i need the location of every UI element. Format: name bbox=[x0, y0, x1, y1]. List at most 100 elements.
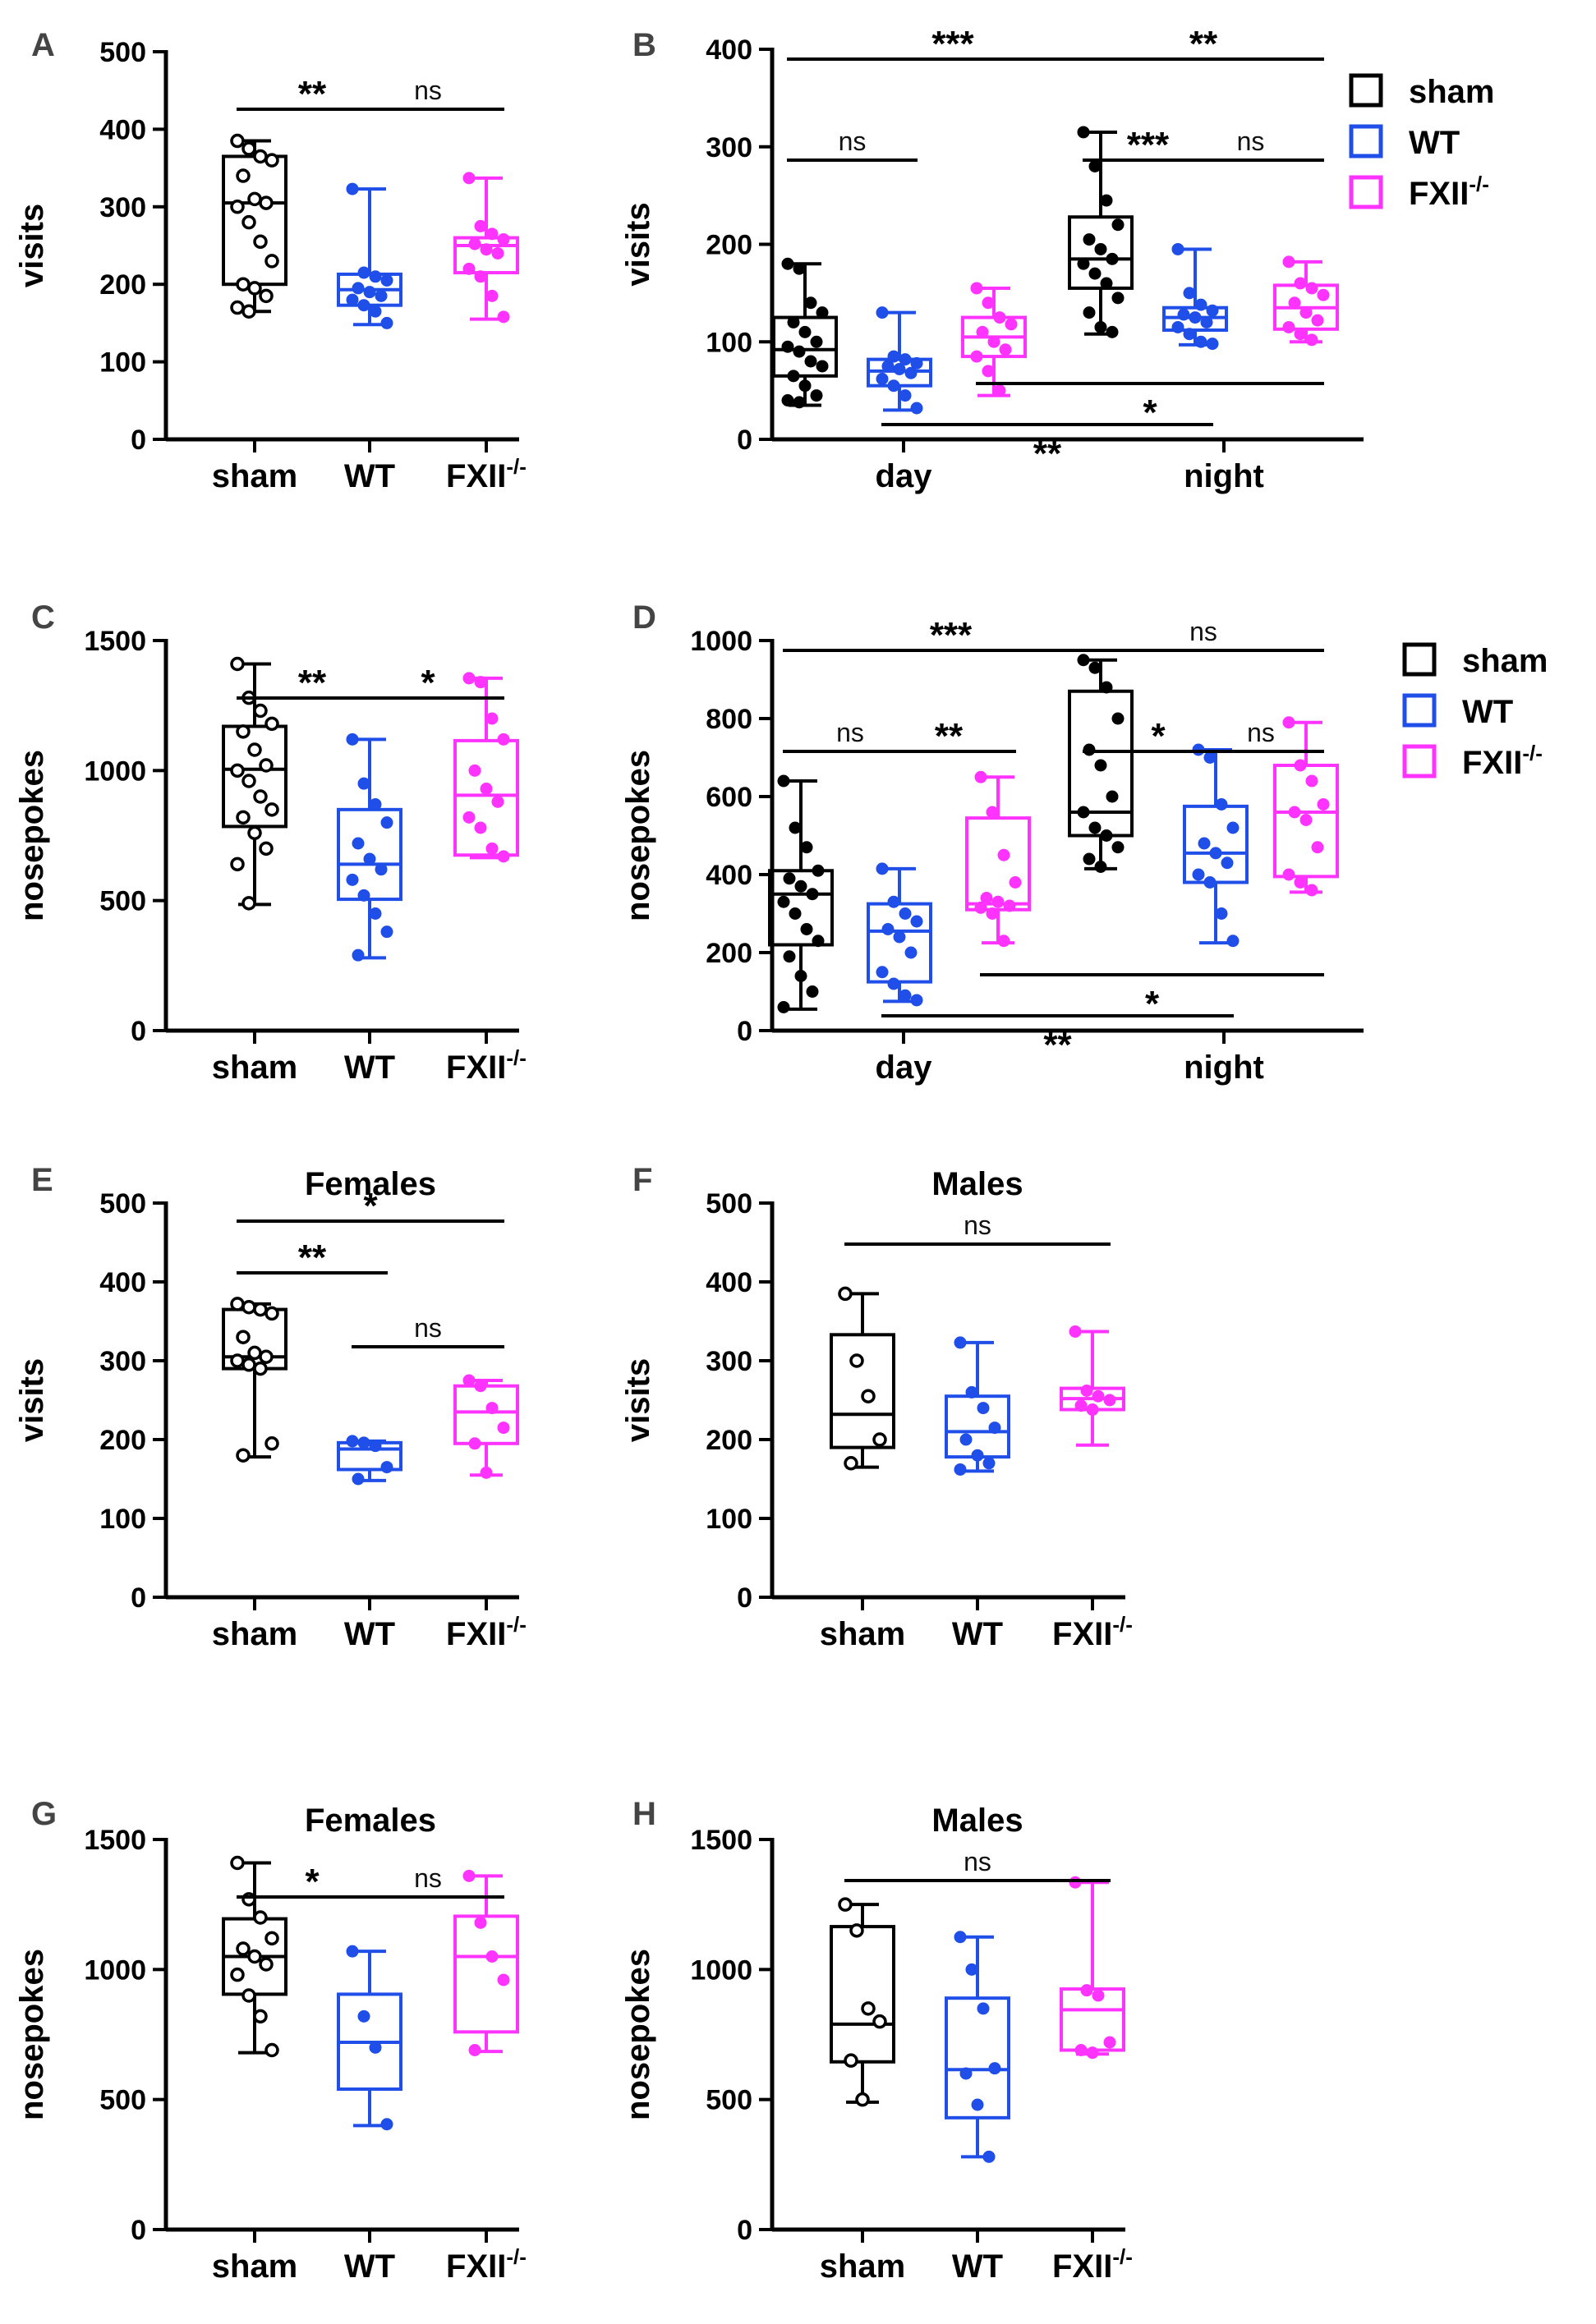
data-point bbox=[849, 1353, 864, 1368]
data-point bbox=[1282, 868, 1295, 881]
x-tick-label: night bbox=[1184, 458, 1264, 494]
y-axis-label: visits bbox=[14, 204, 50, 287]
data-point bbox=[497, 733, 510, 746]
significance-label: *** bbox=[930, 615, 973, 655]
data-point bbox=[910, 402, 923, 415]
x-tick-label: sham bbox=[212, 1049, 298, 1086]
legend-swatch bbox=[1402, 744, 1437, 778]
panel-letter: D bbox=[632, 599, 656, 636]
box-wt-day bbox=[867, 306, 932, 415]
data-point bbox=[346, 1945, 359, 1958]
data-point bbox=[259, 288, 274, 304]
data-point bbox=[1215, 907, 1228, 920]
data-point bbox=[1009, 876, 1022, 889]
data-point bbox=[904, 946, 918, 959]
data-point bbox=[954, 1336, 967, 1349]
data-point bbox=[352, 948, 365, 962]
data-point bbox=[1077, 126, 1090, 139]
data-point bbox=[462, 1869, 476, 1882]
x-tick-label: day bbox=[876, 1049, 933, 1086]
y-tick-label: 500 bbox=[706, 1188, 752, 1219]
data-point bbox=[1111, 218, 1125, 232]
x-tick-label: sham bbox=[820, 1616, 906, 1652]
data-point bbox=[1203, 751, 1217, 764]
legend-label: sham bbox=[1409, 74, 1495, 110]
data-point bbox=[462, 172, 476, 185]
data-point bbox=[491, 246, 504, 259]
box-iqr bbox=[453, 1384, 519, 1445]
data-point bbox=[462, 1374, 476, 1387]
y-tick-label: 200 bbox=[706, 230, 752, 261]
data-point bbox=[462, 811, 476, 824]
data-point bbox=[230, 857, 245, 872]
data-point bbox=[357, 266, 370, 279]
data-point bbox=[485, 842, 499, 855]
data-point bbox=[497, 1973, 510, 1986]
data-point bbox=[844, 1456, 858, 1471]
data-point bbox=[793, 262, 806, 275]
data-point bbox=[236, 277, 251, 292]
x-tick-label: WT bbox=[344, 2248, 395, 2285]
y-tick-label: 1500 bbox=[84, 1825, 146, 1856]
panel-letter: F bbox=[632, 1162, 652, 1198]
y-tick-label: 300 bbox=[99, 1346, 146, 1377]
y-tick-label: 1500 bbox=[84, 626, 146, 657]
data-point bbox=[838, 1897, 853, 1912]
data-point bbox=[887, 977, 900, 990]
y-tick-label: 500 bbox=[99, 886, 146, 917]
data-point bbox=[1305, 333, 1318, 347]
y-tick-label: 400 bbox=[99, 114, 146, 145]
y-axis-label: visits bbox=[620, 1358, 656, 1442]
data-point bbox=[259, 841, 274, 857]
data-point bbox=[781, 394, 794, 406]
significance-label: ns bbox=[964, 1847, 991, 1876]
box-sham-night bbox=[1068, 126, 1134, 338]
x-tick-label: FXII-/- bbox=[446, 1612, 527, 1652]
significance-label: ns bbox=[1237, 126, 1265, 156]
significance-label: ns bbox=[839, 126, 867, 156]
data-point bbox=[474, 270, 487, 283]
data-point bbox=[783, 872, 796, 885]
box-fxii bbox=[453, 172, 519, 324]
significance-label: ** bbox=[298, 1238, 327, 1278]
data-point bbox=[346, 1435, 359, 1448]
x-tick-label: FXII-/- bbox=[1052, 2244, 1133, 2285]
data-point bbox=[241, 1357, 256, 1372]
data-point bbox=[380, 273, 393, 287]
data-point bbox=[236, 1941, 251, 1956]
panel-title: Males bbox=[931, 1166, 1023, 1202]
data-point bbox=[800, 841, 813, 854]
y-axis-label: visits bbox=[620, 202, 656, 286]
panel-letter: E bbox=[31, 1162, 53, 1198]
data-point bbox=[999, 343, 1012, 356]
significance-label: * bbox=[1143, 393, 1157, 433]
panel-A: A 0 100 200 300 400 500 visits sham WT FXII-/- ** ns bbox=[14, 27, 527, 494]
data-point bbox=[380, 2118, 393, 2131]
data-point bbox=[480, 243, 493, 256]
data-point bbox=[468, 2044, 481, 2056]
data-point bbox=[1171, 242, 1184, 255]
data-point bbox=[485, 1950, 499, 1963]
data-point bbox=[357, 299, 370, 312]
data-point bbox=[849, 1923, 864, 1938]
data-point bbox=[1111, 292, 1125, 305]
data-point bbox=[474, 676, 487, 689]
y-tick-label: 500 bbox=[99, 1188, 146, 1219]
box-iqr bbox=[768, 869, 834, 947]
box-iqr bbox=[830, 1925, 895, 2064]
y-tick-label: 100 bbox=[99, 347, 146, 379]
data-point bbox=[910, 356, 923, 370]
data-point bbox=[369, 305, 382, 318]
data-point bbox=[977, 2002, 990, 2015]
data-point bbox=[1077, 654, 1090, 667]
data-point bbox=[887, 350, 900, 363]
data-point bbox=[247, 1949, 262, 1964]
data-point bbox=[976, 325, 989, 338]
y-tick-label: 600 bbox=[706, 782, 752, 813]
box-wt bbox=[945, 1931, 1010, 2163]
box-fxii-day bbox=[965, 770, 1031, 948]
data-point bbox=[253, 703, 268, 719]
x-tick-label: sham bbox=[212, 1616, 298, 1652]
significance-label: ns bbox=[1189, 617, 1217, 646]
data-point bbox=[794, 970, 807, 982]
